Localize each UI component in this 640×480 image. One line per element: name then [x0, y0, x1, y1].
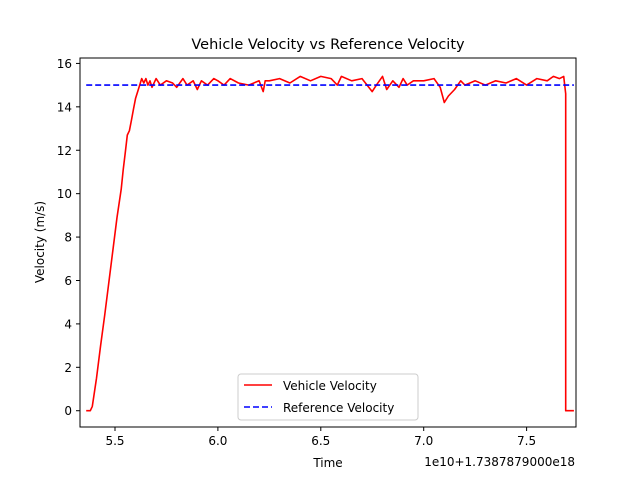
y-axis-label: Velocity (m/s): [33, 201, 47, 283]
y-tick-label: 2: [64, 361, 72, 375]
chart-title: Vehicle Velocity vs Reference Velocity: [191, 37, 465, 53]
y-tick-label: 16: [57, 57, 72, 71]
legend: Vehicle Velocity Reference Velocity: [237, 373, 419, 421]
x-tick-label: 6.5: [311, 434, 330, 448]
x-axis-label: Time: [312, 456, 342, 470]
series-line-vehicle-velocity: [86, 75, 574, 412]
y-tick-label: 12: [57, 144, 72, 158]
y-tick-label: 6: [64, 274, 72, 288]
plot-area: [79, 57, 577, 428]
x-tick-label: 7.5: [517, 434, 536, 448]
axes-frame: [79, 57, 577, 428]
legend-label-vehicle-velocity: Vehicle Velocity: [283, 379, 377, 393]
y-axis-ticks: 0 2 4 6 8 10 12 14 16: [57, 57, 80, 418]
legend-label-reference-velocity: Reference Velocity: [283, 401, 394, 415]
x-tick-label: 5.5: [105, 434, 124, 448]
y-tick-label: 4: [64, 317, 72, 331]
legend-box: [237, 373, 419, 421]
y-tick-label: 14: [57, 100, 72, 114]
x-axis-ticks: 5.5 6.0 6.5 7.0 7.5: [105, 427, 536, 448]
y-tick-label: 10: [57, 187, 72, 201]
x-tick-label: 6.0: [208, 434, 227, 448]
y-tick-label: 8: [64, 231, 72, 245]
series-layer: [86, 75, 574, 412]
x-tick-label: 7.0: [414, 434, 433, 448]
x-axis-offset-label: 1e10+1.7387879000e18: [424, 455, 575, 469]
y-tick-label: 0: [64, 404, 72, 418]
